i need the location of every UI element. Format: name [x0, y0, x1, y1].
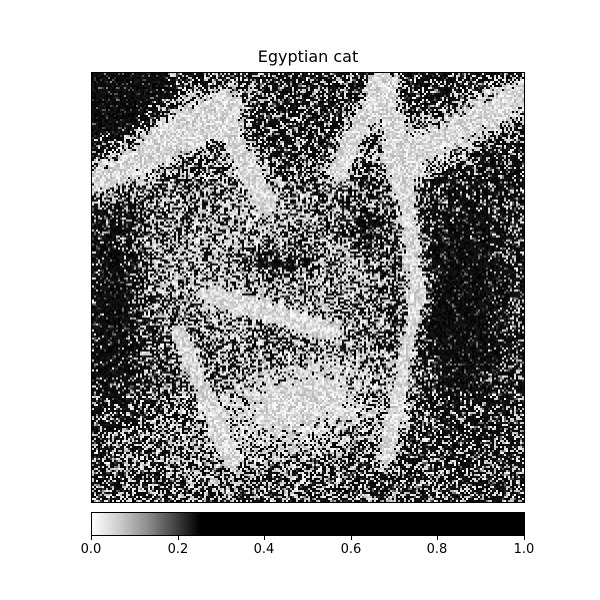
colorbar-tick-label: 0.0	[80, 542, 102, 557]
colorbar-tick-mark	[351, 535, 352, 540]
colorbar	[91, 512, 525, 536]
colorbar-tick-mark	[178, 535, 179, 540]
colorbar-tick-mark	[524, 535, 525, 540]
colorbar-tick-mark	[264, 535, 265, 540]
colorbar-tick-mark	[91, 535, 92, 540]
chart-title: Egyptian cat	[257, 47, 359, 66]
heatmap-plot-area	[91, 72, 525, 503]
colorbar-tick-label: 1.0	[513, 542, 535, 557]
colorbar-tick-label: 0.6	[340, 542, 362, 557]
colorbar-tick-label: 0.8	[426, 542, 448, 557]
heatmap-image	[92, 73, 524, 502]
colorbar-tick-label: 0.4	[253, 542, 275, 557]
colorbar-tick-mark	[437, 535, 438, 540]
colorbar-tick-label: 0.2	[167, 542, 189, 557]
